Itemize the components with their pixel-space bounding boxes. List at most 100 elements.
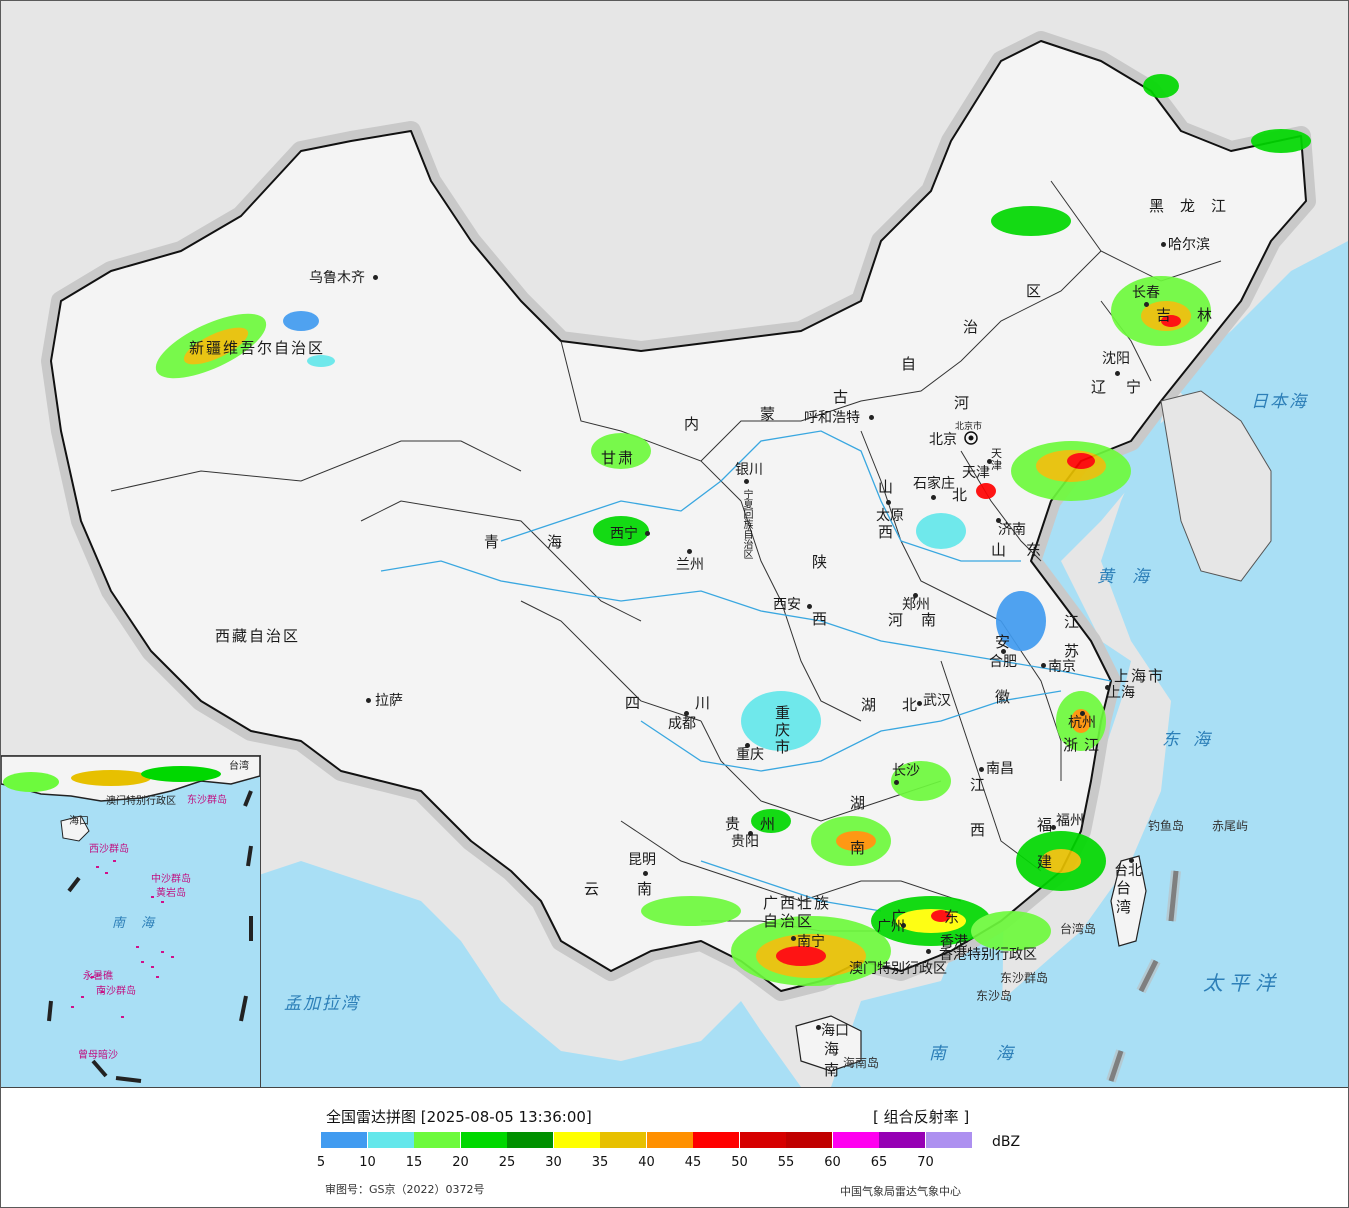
legend-unit: dBZ xyxy=(992,1134,1021,1150)
legend-tick-label: 35 xyxy=(591,1155,609,1170)
city-label-chengdu: 成都 xyxy=(668,716,696,732)
legend-tick-label: 15 xyxy=(405,1155,423,1170)
inset-label-zhongsha: 中沙群岛 xyxy=(151,874,191,885)
city-dot-chongqing xyxy=(745,743,750,748)
city-label-hefei: 合肥 xyxy=(989,654,1017,670)
city-dot-zhengzhou xyxy=(913,593,918,598)
province-label-neimenggu-5: 治 xyxy=(963,318,981,336)
city-label-nanchang: 南昌 xyxy=(986,761,1014,777)
city-label-changchun: 长春 xyxy=(1132,285,1160,301)
city-label-jinan: 济南 xyxy=(998,522,1026,538)
city-label-beijing: 北京 xyxy=(929,432,957,448)
inset-label-macau: 澳门特别行政区 xyxy=(106,796,176,807)
province-label-jilin: 吉林 xyxy=(1156,306,1239,324)
city-label-fuzhou: 福州 xyxy=(1056,813,1084,829)
island-label-taiwan: 台湾岛 xyxy=(1060,922,1097,936)
city-label-lhasa: 拉萨 xyxy=(375,693,403,709)
sea-label-japan: 日本海 xyxy=(1251,392,1308,412)
map-svg xyxy=(41,31,1348,1087)
city-dot-urumqi xyxy=(373,275,378,280)
province-label-neimenggu-1: 内 xyxy=(684,415,702,433)
city-dot-guangzhou xyxy=(901,923,906,928)
bengal-sea-area xyxy=(181,861,801,1087)
china-land xyxy=(50,40,1307,992)
city-label-harbin: 哈尔滨 xyxy=(1168,237,1210,253)
province-label-shandong: 山东 xyxy=(991,541,1062,559)
city-dot-haikou xyxy=(816,1025,821,1030)
province-label-hunan: 湖南 xyxy=(848,795,866,885)
province-label-tianjin: 天津 xyxy=(991,447,1002,472)
province-label-neimenggu-6: 区 xyxy=(1026,282,1044,300)
legend-tick-label: 60 xyxy=(824,1155,841,1170)
legend-swatch xyxy=(553,1132,600,1148)
legend-swatch xyxy=(925,1132,972,1148)
province-label-neimenggu-2: 蒙 xyxy=(760,405,778,423)
city-label-zhengzhou: 郑州 xyxy=(902,597,930,613)
legend-tick-label: 30 xyxy=(545,1155,562,1170)
city-dot-hohhot xyxy=(869,415,874,420)
city-dot-chengdu xyxy=(684,711,689,716)
province-label-ningxia: 宁夏回族自治区 xyxy=(741,489,752,559)
city-dot-hangzhou xyxy=(1080,711,1085,716)
city-label-shijiazhuang: 石家庄 xyxy=(913,476,955,492)
inset-sea-label-south: 南海 xyxy=(112,916,171,931)
legend-swatch xyxy=(367,1132,414,1148)
province-label-liaoning: 辽宁 xyxy=(1091,378,1162,396)
province-label-hebei-2: 北 xyxy=(952,486,970,504)
issuer-label: 中国气象局雷达气象中心 xyxy=(840,1185,961,1198)
city-label-nanning: 南宁 xyxy=(797,934,825,950)
legend-swatch xyxy=(507,1132,553,1148)
city-dot-shijiazhuang xyxy=(931,495,936,500)
legend-swatch xyxy=(321,1132,367,1148)
legend-swatch xyxy=(879,1132,925,1148)
city-dot-xian xyxy=(807,604,812,609)
rivers xyxy=(380,430,1112,912)
province-label-neimenggu-3: 古 xyxy=(833,388,851,406)
legend-swatch xyxy=(693,1132,739,1148)
city-dot-wuhan xyxy=(917,701,922,706)
taiwan-island xyxy=(1110,855,1147,947)
city-label-nanjing: 南京 xyxy=(1048,659,1076,675)
city-dot-lanzhou xyxy=(687,549,692,554)
inset-label-dongsha: 东沙群岛 xyxy=(187,795,227,806)
province-label-guangdong: 广东 xyxy=(891,908,998,926)
city-dot-changsha xyxy=(894,780,899,785)
legend-swatch xyxy=(646,1132,693,1148)
sea-label-east: 东海 xyxy=(1162,730,1224,750)
province-label-beijing: 北京市 xyxy=(955,422,983,432)
city-label-kunming: 昆明 xyxy=(628,852,656,868)
legend-tick-label: 10 xyxy=(359,1155,376,1170)
city-dot-hefei xyxy=(1001,649,1006,654)
legend-tick-label: 20 xyxy=(452,1155,469,1170)
inset-label-haikou: 海口 xyxy=(69,816,89,827)
city-dot-shenyang xyxy=(1115,371,1120,376)
province-label-shanghai: 上海市 xyxy=(1114,667,1166,685)
inset-label-xisha: 西沙群岛 xyxy=(89,844,129,855)
province-label-yunnan: 云南 xyxy=(584,880,691,898)
legend-tick-label: 45 xyxy=(684,1155,702,1170)
city-label-shenyang: 沈阳 xyxy=(1102,351,1130,367)
city-label-taiyuan: 太原 xyxy=(876,508,904,524)
island-label-dongsha-islands: 东沙群岛 xyxy=(1000,971,1049,985)
city-dot-yinchuan xyxy=(744,479,749,484)
legend-swatch xyxy=(460,1132,507,1148)
province-label-henan: 河南 xyxy=(888,611,955,629)
city-dot-hongkong xyxy=(926,949,931,954)
province-label-taiwan: 台湾 xyxy=(1114,880,1132,918)
city-dot-guiyang xyxy=(748,831,753,836)
city-dot-nanchang xyxy=(979,767,984,772)
city-label-yinchuan: 银川 xyxy=(735,462,763,478)
map-area: 新疆维吾尔自治区 西藏自治区 青海 甘肃 内 蒙 古 自 治 区 黑龙江 吉林 … xyxy=(1,1,1348,1087)
province-label-qinghai: 青海 xyxy=(484,533,611,551)
inset-label-nansha: 南沙群岛 xyxy=(96,986,136,997)
province-label-xizang: 西藏自治区 xyxy=(215,627,301,645)
city-dot-xining xyxy=(645,531,650,536)
korea-peninsula xyxy=(1160,390,1272,582)
city-dot-lhasa xyxy=(366,698,371,703)
maritime-boundary-halo xyxy=(1106,870,1181,1083)
inset-svg xyxy=(1,756,260,1083)
legend-title: 全国雷达拼图 [2025-08-05 13:36:00] xyxy=(326,1108,592,1126)
city-label-guangzhou: 广州 xyxy=(877,919,905,935)
province-label-shanxi: 山西 xyxy=(876,479,894,569)
